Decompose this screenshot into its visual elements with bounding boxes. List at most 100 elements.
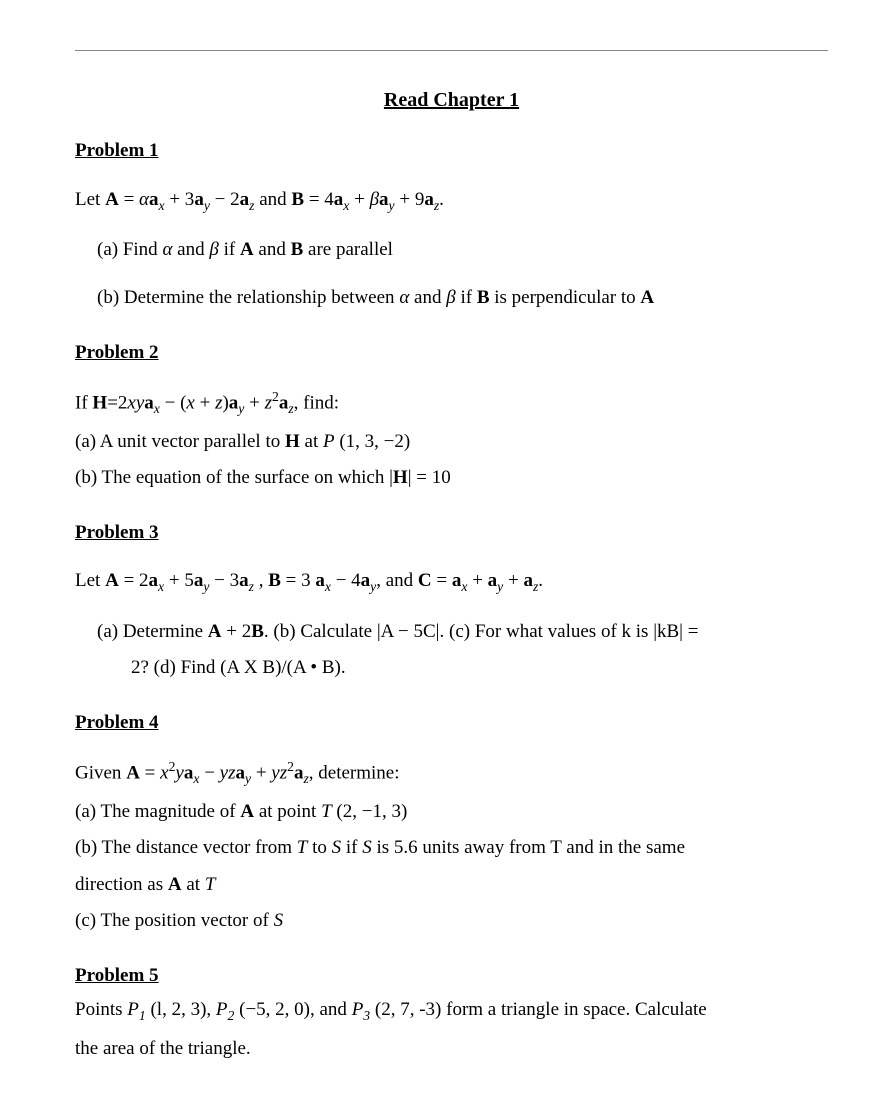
problem-4-part-c: (c) The position vector of S — [75, 907, 828, 936]
text: (2, −1, 3) — [332, 801, 408, 822]
vector-A: A — [105, 570, 119, 591]
unit-az: a — [240, 189, 250, 210]
beta: β — [209, 239, 218, 260]
text: to — [307, 837, 331, 858]
vector-B: B — [268, 570, 281, 591]
problem-3-parts-line1: (a) Determine A + 2B. (b) Calculate |A −… — [75, 618, 828, 647]
text: at point — [254, 801, 321, 822]
unit-ax: a — [452, 570, 462, 591]
vector-A: A — [640, 287, 654, 308]
text: + 2 — [222, 621, 252, 642]
vector-A: A — [168, 874, 182, 895]
text: . — [439, 189, 444, 210]
text: is 5.6 units away from T and in the same — [372, 837, 685, 858]
text: (b) Determine the relationship between — [97, 287, 399, 308]
text: , find: — [294, 393, 339, 414]
unit-ay: a — [235, 763, 245, 784]
problem-1-heading: Problem 1 — [75, 137, 828, 166]
unit-ax: a — [184, 763, 194, 784]
text: , and — [376, 570, 418, 591]
text: + — [467, 570, 487, 591]
text: and — [254, 189, 291, 210]
text: + — [503, 570, 523, 591]
text: Given — [75, 763, 126, 784]
vector-A: A — [240, 801, 254, 822]
problem-5-line2: the area of the triangle. — [75, 1035, 828, 1064]
text: . — [538, 570, 543, 591]
text: (2, 7, -3) form a triangle in space. Cal… — [370, 999, 707, 1020]
text: | = 10 — [408, 467, 451, 488]
problem-2-intro: If H=2xyax − (x + z)ay + z2az, find: — [75, 387, 828, 420]
alpha: α — [399, 287, 409, 308]
unit-az: a — [239, 570, 249, 591]
text: − 2 — [210, 189, 240, 210]
point-S: S — [274, 910, 284, 931]
text: + 3 — [165, 189, 195, 210]
beta: β — [446, 287, 455, 308]
problem-2-part-a: (a) A unit vector parallel to H at P (1,… — [75, 428, 828, 457]
sup-2: 2 — [272, 389, 279, 404]
unit-ax: a — [315, 570, 325, 591]
z: z — [265, 393, 272, 414]
text: (l, 2, 3), — [146, 999, 216, 1020]
unit-az: a — [279, 393, 289, 414]
vector-C: C — [418, 570, 432, 591]
sub-1: 1 — [139, 1008, 146, 1023]
text: (c) The position vector of — [75, 910, 274, 931]
unit-ay: a — [194, 189, 204, 210]
yz: yz — [220, 763, 236, 784]
text: (a) Find — [97, 239, 162, 260]
unit-ax: a — [334, 189, 344, 210]
alpha: α — [162, 239, 172, 260]
text: (a) Determine — [97, 621, 208, 642]
vector-A: A — [105, 189, 119, 210]
problem-1-part-a: (a) Find α and β if A and B are parallel — [75, 236, 828, 265]
problem-3-heading: Problem 3 — [75, 519, 828, 548]
vector-H: H — [92, 393, 107, 414]
text: and — [172, 239, 209, 260]
text: = — [432, 570, 452, 591]
unit-ax: a — [149, 189, 159, 210]
text: , — [254, 570, 268, 591]
text: − — [199, 763, 219, 784]
text: and — [254, 239, 291, 260]
point-T: T — [297, 837, 308, 858]
text: Let — [75, 189, 105, 210]
P2: P — [216, 999, 228, 1020]
x: x — [186, 393, 194, 414]
text: is perpendicular to — [490, 287, 641, 308]
problem-2-part-b: (b) The equation of the surface on which… — [75, 464, 828, 493]
unit-ay: a — [488, 570, 498, 591]
text: direction as — [75, 874, 168, 895]
unit-ay: a — [361, 570, 371, 591]
problem-4-heading: Problem 4 — [75, 709, 828, 738]
vector-H: H — [285, 431, 300, 452]
text: = — [140, 763, 160, 784]
text: (−5, 2, 0), and — [234, 999, 351, 1020]
P3: P — [352, 999, 364, 1020]
text: (1, 3, −2) — [335, 431, 411, 452]
unit-az: a — [523, 570, 533, 591]
spacer — [75, 272, 828, 284]
text: − 4 — [331, 570, 361, 591]
unit-ax: a — [144, 393, 154, 414]
problem-5-line1: Points P1 (l, 2, 3), P2 (−5, 2, 0), and … — [75, 996, 828, 1026]
yz: yz — [271, 763, 287, 784]
text: and — [409, 287, 446, 308]
point-T: T — [205, 874, 216, 895]
text: if — [219, 239, 240, 260]
text: 2? (d) Find (A X B)/(A • B). — [131, 657, 346, 678]
text: + — [195, 393, 215, 414]
unit-ay: a — [229, 393, 239, 414]
text: if — [341, 837, 362, 858]
vector-A: A — [208, 621, 222, 642]
problem-1-intro: Let A = αax + 3ay − 2az and B = 4ax + βa… — [75, 186, 828, 216]
x: x — [160, 763, 168, 784]
point-T: T — [321, 801, 332, 822]
text: (a) A unit vector parallel to — [75, 431, 285, 452]
text: , determine: — [309, 763, 400, 784]
vector-B: B — [291, 189, 304, 210]
alpha: α — [139, 189, 149, 210]
problem-4-part-b-line1: (b) The distance vector from T to S if S… — [75, 834, 828, 863]
text: + — [244, 393, 264, 414]
